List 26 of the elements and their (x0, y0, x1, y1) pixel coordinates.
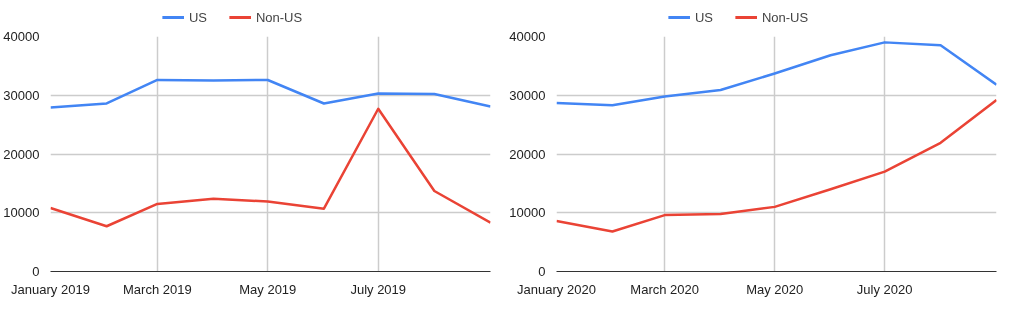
y-tick-label: 10000 (3, 205, 40, 221)
x-tick-label: January 2019 (11, 281, 90, 297)
legend-label: US (188, 9, 208, 25)
y-tick-label: 20000 (509, 146, 546, 162)
y-tick-label: 40000 (509, 29, 546, 44)
x-tick-label: March 2019 (123, 281, 192, 297)
y-tick-label: 10000 (509, 205, 546, 221)
x-tick-label: May 2019 (239, 281, 297, 297)
line-series (556, 41, 997, 107)
line-series (556, 98, 997, 233)
x-tick-label: January 2020 (517, 281, 596, 297)
legend-label: Non-US (761, 9, 809, 25)
y-tick-label: 40000 (3, 29, 40, 44)
legend-label: Non-US (255, 9, 303, 25)
line-series (50, 107, 491, 228)
y-tick-label: 0 (538, 264, 546, 279)
line-series (50, 78, 491, 109)
y-tick-label: 30000 (3, 87, 40, 103)
y-tick-label: 0 (32, 264, 40, 279)
x-tick-label: May 2020 (746, 281, 804, 297)
x-tick-label: July 2020 (856, 281, 913, 297)
y-tick-label: 30000 (509, 87, 546, 103)
x-tick-label: July 2019 (350, 281, 407, 297)
y-tick-label: 20000 (3, 146, 40, 162)
x-tick-label: March 2020 (630, 281, 700, 297)
legend-label: US (694, 9, 714, 25)
